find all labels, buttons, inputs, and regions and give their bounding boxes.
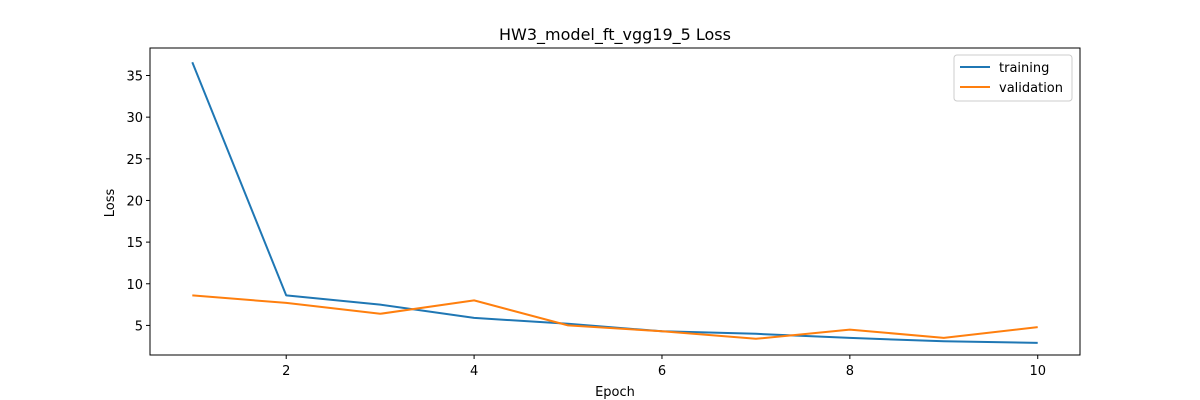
y-axis-label: Loss bbox=[103, 189, 118, 218]
legend-label-validation: validation bbox=[999, 81, 1063, 96]
legend-label-training: training bbox=[999, 61, 1049, 76]
y-tick-label: 30 bbox=[126, 111, 143, 126]
y-tick-label: 25 bbox=[126, 153, 143, 168]
series-line-validation bbox=[192, 294, 1038, 340]
x-tick-label: 10 bbox=[1029, 364, 1046, 379]
x-axis-label: Epoch bbox=[595, 385, 635, 400]
x-tick-label: 6 bbox=[658, 364, 666, 379]
chart-title: HW3_model_ft_vgg19_5 Loss bbox=[499, 25, 731, 45]
y-tick-label: 20 bbox=[126, 194, 143, 209]
y-tick-label: 15 bbox=[126, 236, 143, 251]
x-tick-label: 8 bbox=[846, 364, 854, 379]
plot-area: 2 4 6 8 10 5 10 15 20 25 30 35 bbox=[126, 47, 1081, 379]
y-tick-label: 10 bbox=[126, 278, 143, 293]
x-tick-label: 2 bbox=[282, 364, 290, 379]
series-layer bbox=[191, 61, 1038, 344]
y-tick-label: 35 bbox=[126, 69, 143, 84]
plot-frame bbox=[149, 47, 1081, 356]
legend: training validation bbox=[953, 54, 1073, 102]
x-tick-label: 4 bbox=[470, 364, 478, 379]
y-axis: 5 10 15 20 25 30 35 bbox=[126, 69, 150, 334]
y-tick-label: 5 bbox=[135, 319, 143, 334]
x-axis: 2 4 6 8 10 bbox=[282, 355, 1046, 379]
